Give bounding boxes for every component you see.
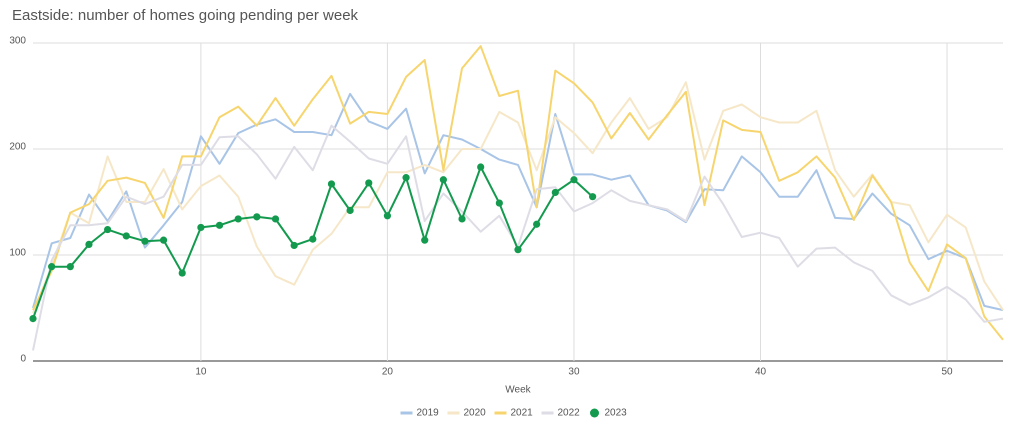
data-point [66, 263, 74, 271]
data-point [122, 232, 130, 240]
data-point [48, 263, 56, 271]
data-point [85, 240, 93, 248]
data-point [477, 163, 485, 171]
data-point [533, 220, 541, 228]
x-tick-label: 10 [195, 367, 207, 378]
data-point [309, 235, 317, 243]
data-point [253, 213, 261, 221]
legend-label: 2021 [511, 408, 534, 419]
data-point [439, 176, 447, 184]
data-point [104, 225, 112, 234]
data-point [458, 215, 466, 223]
data-point [197, 223, 205, 232]
y-tick-label: 100 [9, 248, 26, 259]
data-point [234, 215, 242, 223]
data-point [383, 212, 392, 220]
data-point [365, 179, 373, 187]
data-point [514, 246, 522, 254]
x-tick-label: 50 [941, 367, 953, 378]
y-tick-label: 0 [20, 354, 26, 365]
x-tick-label: 30 [568, 367, 580, 378]
data-point [327, 180, 336, 188]
data-point [141, 237, 149, 245]
chart-title: Eastside: number of homes going pending … [12, 7, 359, 24]
data-point [29, 315, 37, 323]
series-line [32, 166, 594, 319]
series-line [32, 81, 1004, 314]
y-tick-label: 200 [9, 142, 26, 153]
data-point [346, 206, 354, 215]
legend-label: 2023 [605, 408, 628, 419]
x-tick-label: 20 [382, 367, 394, 378]
data-point [402, 174, 410, 182]
legend-label: 2019 [417, 408, 440, 419]
data-point [421, 236, 429, 244]
legend-label: 2020 [464, 408, 487, 419]
data-point [589, 193, 597, 201]
legend-label: 2022 [558, 408, 581, 419]
series-line [32, 124, 1004, 351]
data-point [178, 269, 186, 277]
data-point [159, 236, 168, 244]
data-point [215, 221, 224, 229]
data-point [551, 188, 559, 197]
data-point [570, 176, 578, 184]
data-point [271, 215, 280, 223]
y-tick-label: 300 [9, 36, 26, 47]
data-point [495, 199, 503, 207]
x-axis-label: Week [505, 385, 531, 396]
data-point [290, 241, 298, 250]
x-tick-label: 40 [755, 367, 767, 378]
series-line [32, 45, 1004, 341]
legend-marker [590, 408, 599, 418]
series-line [32, 92, 1004, 312]
